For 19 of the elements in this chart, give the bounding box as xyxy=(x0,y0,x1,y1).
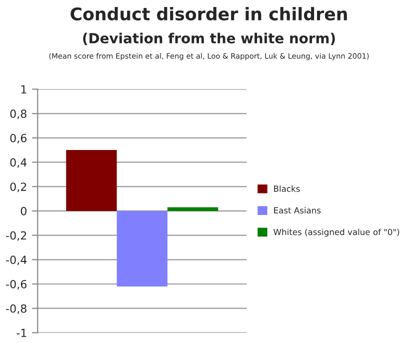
legend-label: East Asians xyxy=(274,207,321,214)
legend-label: Whites (assigned value of "0") xyxy=(274,228,400,237)
y-tick-label: 1 xyxy=(21,85,26,94)
y-tick-label: -0,8 xyxy=(6,304,26,314)
y-tick-label: -0,6 xyxy=(6,280,27,290)
y-tick-label: -1 xyxy=(16,328,26,337)
y-tick-label: 0,4 xyxy=(10,158,27,168)
chart-subtitle: (Deviation from the white norm) xyxy=(83,32,335,46)
y-tick-label: 0 xyxy=(20,206,26,216)
y-tick-label: 0,6 xyxy=(10,134,27,144)
bar xyxy=(116,210,168,286)
y-tick-label: -0,4 xyxy=(6,256,27,266)
y-tick-label: 0,8 xyxy=(10,110,26,120)
bar xyxy=(167,207,218,211)
legend-label: Blacks xyxy=(274,185,300,192)
y-tick-label: -0,2 xyxy=(6,231,26,241)
y-tick-label: 0,2 xyxy=(10,182,26,192)
bar xyxy=(66,150,117,211)
chart-title: Conduct disorder in children xyxy=(70,7,347,20)
